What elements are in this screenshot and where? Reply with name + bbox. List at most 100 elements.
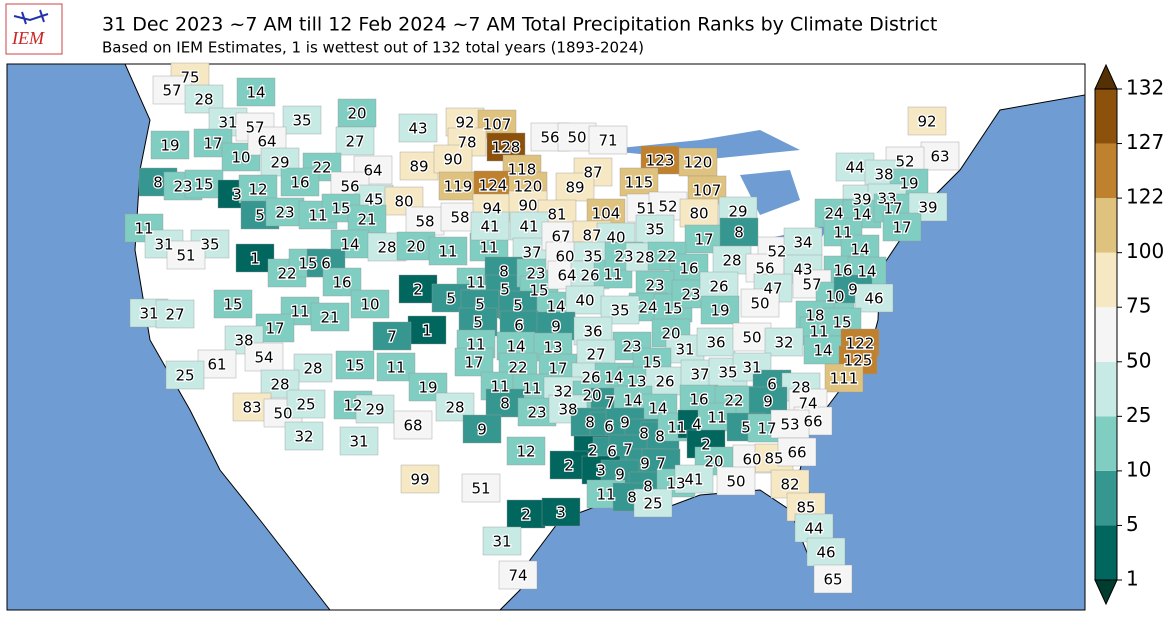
district-rank: 2 [588, 442, 598, 460]
district-rank: 26 [709, 278, 728, 296]
district-rank: 14 [604, 369, 623, 387]
district-rank: 29 [270, 154, 289, 172]
colorbar-tick-label: 132 [1126, 76, 1164, 100]
district-rank: 28 [194, 91, 213, 109]
district-rank: 25 [296, 396, 315, 414]
district-rank: 52 [658, 198, 677, 216]
colorbar-bin [1095, 143, 1117, 199]
district [244, 342, 284, 372]
district [213, 289, 253, 319]
district-rank: 2 [521, 506, 531, 524]
district-rank: 16 [689, 391, 708, 409]
district-rank: 40 [606, 229, 625, 247]
district-rank: 56 [755, 260, 774, 278]
district-rank: 16 [833, 262, 852, 280]
district [310, 302, 350, 332]
district-rank: 57 [162, 82, 181, 100]
district-rank: 50 [750, 295, 769, 313]
district-rank: 15 [345, 357, 364, 375]
district-rank: 14 [852, 206, 871, 224]
district-rank: 31 [139, 305, 158, 323]
district-rank: 10 [231, 149, 250, 167]
district-rank: 43 [793, 261, 812, 279]
colorbar-tick-label: 122 [1126, 185, 1164, 209]
district [462, 414, 502, 444]
district-rank: 8 [153, 174, 163, 192]
district-rank: 25 [643, 495, 662, 513]
district-rank: 22 [312, 159, 331, 177]
district [393, 410, 433, 440]
district-rank: 118 [508, 161, 537, 179]
district [716, 466, 756, 496]
district-rank: 1 [422, 322, 432, 340]
district [882, 212, 922, 242]
district [235, 243, 275, 273]
district-rank: 19 [710, 302, 729, 320]
district [506, 436, 546, 466]
district-rank: 7 [656, 455, 666, 473]
district-rank: 15 [194, 176, 213, 194]
district-rank: 22 [724, 392, 743, 410]
district-rank: 83 [242, 399, 261, 417]
district-rank: 33 [877, 190, 896, 208]
district-rank: 22 [508, 359, 527, 377]
district-rank: 2 [413, 281, 423, 299]
district-rank: 94 [482, 200, 501, 218]
district-rank: 11 [522, 380, 541, 398]
district-rank: 16 [679, 260, 698, 278]
district-rank: 15 [663, 300, 682, 318]
district-rank: 120 [684, 154, 713, 172]
colorbar-extend-low [1094, 579, 1118, 606]
district-rank: 54 [254, 349, 273, 367]
district-rank: 71 [598, 132, 617, 150]
district-rank: 20 [661, 325, 680, 343]
subtitle: Based on IEM Estimates, 1 is wettest out… [102, 39, 644, 57]
district-rank: 11 [833, 224, 852, 242]
district-rank: 64 [557, 267, 576, 285]
colorbar-tick-label: 10 [1126, 457, 1151, 481]
district [280, 167, 320, 197]
district [166, 240, 206, 270]
district [293, 353, 333, 383]
district-rank: 39 [918, 199, 937, 217]
district [400, 464, 440, 494]
district-rank: 51 [636, 200, 655, 218]
district-rank: 27 [345, 133, 364, 151]
district [509, 211, 549, 241]
district-rank: 92 [917, 113, 936, 131]
district-rank: 15 [832, 314, 851, 332]
district-rank: 10 [360, 296, 379, 314]
district-rank: 36 [583, 323, 602, 341]
district-rank: 29 [365, 401, 384, 419]
district-rank: 56 [340, 178, 359, 196]
district-rank: 23 [645, 277, 664, 295]
colorbar-tick-label: 1 [1126, 567, 1139, 591]
district-rank: 35 [200, 236, 219, 254]
district-rank: 1 [250, 250, 260, 268]
district-rank: 74 [798, 395, 817, 413]
district-rank: 2 [701, 436, 711, 454]
district-rank: 16 [332, 274, 351, 292]
district [619, 167, 659, 197]
district-rank: 11 [308, 207, 327, 225]
colorbar-bin [1095, 525, 1117, 580]
district-rank: 120 [514, 178, 543, 196]
district-rank: 21 [320, 309, 339, 327]
district [335, 350, 375, 380]
colorbar-tick-label: 127 [1126, 130, 1164, 154]
district-rank: 60 [742, 451, 761, 469]
district-rank: 5 [475, 296, 485, 314]
district-rank: 9 [763, 393, 773, 411]
district-rank: 8 [627, 489, 637, 507]
colorbar-bin [1095, 416, 1117, 471]
district [347, 204, 387, 234]
district-rank: 56 [540, 129, 559, 147]
colorbar: 1 5 10 25 50 75 100 122 127 132 [1094, 63, 1164, 606]
district-rank: 80 [394, 193, 413, 211]
district-rank: 9 [620, 414, 630, 432]
district-rank: 41 [480, 218, 499, 236]
district-rank: 107 [483, 116, 512, 134]
district-rank: 6 [607, 443, 617, 461]
